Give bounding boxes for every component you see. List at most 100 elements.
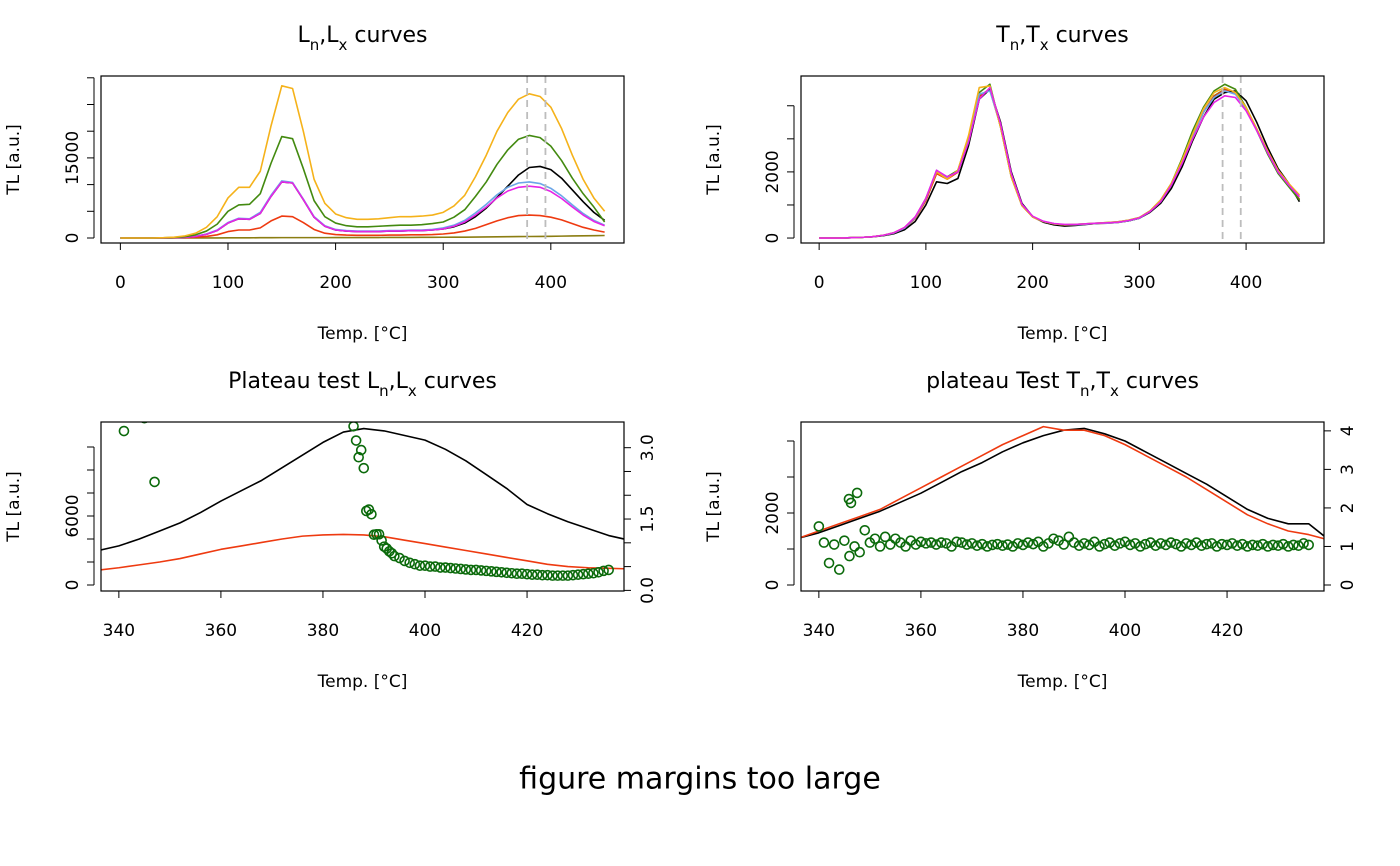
- title-text: curves: [1049, 23, 1129, 48]
- data-point: [925, 537, 937, 548]
- plot-area: [101, 422, 624, 581]
- y-tick-label: 15000: [63, 131, 83, 185]
- title-subscript: x: [339, 36, 348, 54]
- data-point: [1231, 540, 1243, 551]
- data-point: [1196, 540, 1207, 551]
- data-point: [552, 570, 563, 581]
- data-point: [992, 538, 1003, 550]
- data-point: [376, 535, 387, 546]
- data-point: [1216, 538, 1228, 550]
- y2-tick-label: 2: [1338, 503, 1358, 514]
- data-point: [966, 538, 978, 549]
- title-subscript: n: [1010, 36, 1020, 54]
- x-tick-label: 0: [115, 273, 126, 293]
- x-tick-label: 340: [803, 621, 835, 641]
- plot-area: [801, 425, 1324, 575]
- x-tick-label: 200: [1016, 273, 1048, 293]
- data-point: [879, 531, 891, 543]
- data-point: [424, 561, 436, 572]
- data-point: [874, 541, 886, 552]
- title-subscript: x: [408, 382, 417, 400]
- data-point: [1211, 541, 1223, 552]
- plot-area: [120, 76, 606, 243]
- x-axis-label: Temp. [°C]: [317, 672, 408, 692]
- title-text: curves: [417, 369, 497, 394]
- data-line: [120, 134, 606, 239]
- y-tick-label: 0: [763, 233, 783, 244]
- data-point: [348, 422, 359, 432]
- data-point: [598, 565, 609, 577]
- data-point: [511, 568, 523, 580]
- data-point: [845, 497, 857, 509]
- data-point: [981, 541, 993, 552]
- data-point: [1242, 541, 1253, 552]
- data-point: [389, 550, 400, 562]
- x-tick-label: 360: [905, 621, 937, 641]
- data-line: [120, 85, 606, 239]
- data-point: [1237, 538, 1248, 550]
- data-point: [1226, 538, 1238, 549]
- data-line: [801, 425, 1324, 540]
- panel: Ln,Lx curves 0 100 200 300 400 Temp. [°C] 0 1500…: [4, 23, 625, 344]
- x-tick-label: 420: [511, 621, 543, 641]
- data-point: [961, 539, 973, 550]
- x-tick-label: 400: [1109, 621, 1141, 641]
- data-point: [1022, 537, 1034, 548]
- data-point: [851, 487, 863, 499]
- x-tick-label: 300: [427, 273, 459, 293]
- data-point: [562, 570, 574, 581]
- data-point: [844, 550, 855, 562]
- x-axis-label: Temp. [°C]: [1017, 672, 1108, 692]
- x-tick-label: 400: [1230, 273, 1262, 293]
- x-tick-label: 100: [212, 273, 244, 293]
- data-point: [486, 566, 497, 577]
- data-point: [1298, 538, 1309, 549]
- y2-tick-label: 0.0: [638, 577, 658, 604]
- data-point: [956, 537, 968, 548]
- x-tick-label: 360: [205, 621, 237, 641]
- data-point: [445, 562, 456, 574]
- data-point: [1186, 539, 1197, 551]
- data-point: [930, 539, 942, 550]
- data-point: [1078, 538, 1090, 549]
- data-point: [971, 540, 983, 551]
- x-axis-label: Temp. [°C]: [317, 324, 408, 344]
- data-point: [460, 564, 472, 575]
- data-point: [531, 569, 543, 580]
- plot-box: [100, 75, 625, 244]
- data-point: [833, 564, 845, 575]
- title-text: ,T: [1019, 23, 1040, 48]
- title-text: L: [297, 23, 310, 48]
- data-point: [353, 451, 364, 463]
- x-tick-label: 300: [1123, 273, 1155, 293]
- y2-tick-label: 1: [1338, 541, 1358, 552]
- data-point: [149, 476, 160, 488]
- data-point: [429, 561, 441, 572]
- data-point: [1135, 541, 1146, 552]
- y-axis-label: TL [a.u.]: [704, 471, 724, 543]
- y2-tick-label: 3: [1338, 464, 1358, 475]
- data-point: [1180, 538, 1192, 549]
- data-point: [450, 563, 461, 574]
- data-point: [818, 537, 830, 548]
- data-point: [582, 568, 594, 580]
- title-text: T: [995, 23, 1010, 48]
- data-point: [828, 539, 840, 550]
- data-point: [506, 567, 518, 579]
- data-line: [120, 234, 605, 239]
- data-point: [920, 538, 932, 549]
- data-point: [1303, 539, 1314, 551]
- data-point: [414, 560, 426, 571]
- data-point: [491, 566, 502, 578]
- x-axis-label: Temp. [°C]: [1017, 324, 1108, 344]
- x-tick-label: 340: [103, 621, 135, 641]
- data-point: [577, 568, 589, 580]
- data-point: [1221, 539, 1233, 551]
- data-point: [350, 435, 362, 446]
- data-point: [1114, 538, 1126, 549]
- panel: Plateau test Ln,Lx curves 340 360 380 400 420…: [4, 369, 658, 692]
- data-point: [869, 533, 881, 545]
- data-point: [1140, 538, 1151, 550]
- data-point: [1017, 539, 1029, 551]
